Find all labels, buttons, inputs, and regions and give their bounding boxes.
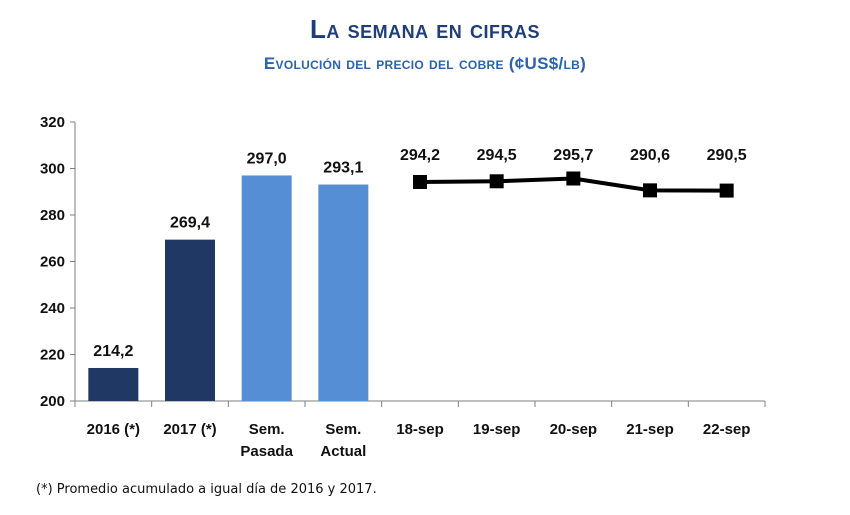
y-tick-label: 260	[40, 254, 65, 271]
line-point-marker	[643, 183, 657, 198]
x-category-label: Sem. Actual	[320, 421, 366, 460]
x-category-label: 22-sep	[703, 421, 751, 438]
bar	[165, 239, 215, 401]
y-tick-label: 300	[40, 161, 65, 178]
y-tick-label: 320	[40, 114, 65, 131]
copper-price-chart: 200 220 240 260 280 300 320 2016 (*) 2017 (*) Sem…	[40, 114, 766, 460]
bar-data-label: 297,0	[247, 150, 287, 167]
x-category-label: 21-sep	[626, 421, 674, 438]
line-data-label: 295,7	[553, 147, 593, 164]
line-point-marker	[413, 174, 427, 189]
y-tick-label: 280	[40, 207, 65, 224]
bar-data-label: 269,4	[170, 215, 210, 232]
x-category-label: 2017 (*)	[163, 421, 216, 438]
chart-subtitle: Evolución del precio del cobre (¢US$/lb)	[263, 54, 587, 73]
bar	[241, 175, 292, 401]
y-tick-label: 220	[40, 347, 65, 364]
chart-title: La semana en cifras	[309, 14, 541, 44]
y-tick-label: 240	[40, 300, 65, 317]
bar-data-label: 214,2	[93, 343, 133, 360]
footnote: (*) Promedio acumulado a igual día de 20…	[36, 482, 377, 497]
x-category-label: 19-sep	[473, 421, 521, 438]
x-category-label: 20-sep	[550, 421, 598, 438]
line-point-marker	[566, 171, 581, 186]
line-point-marker	[489, 174, 504, 189]
x-category-label: 2016 (*)	[87, 421, 140, 438]
line-data-label: 294,5	[477, 147, 517, 164]
line-data-label: 294,2	[400, 147, 440, 164]
bar	[88, 367, 139, 401]
line-point-marker	[719, 183, 734, 198]
bar	[318, 184, 369, 401]
bar-data-label: 293,1	[323, 160, 363, 177]
line-data-label: 290,6	[630, 147, 670, 164]
x-category-label: Sem. Pasada	[240, 421, 293, 460]
line-data-label: 290,5	[707, 147, 747, 164]
x-category-label: 18-sep	[396, 421, 444, 438]
y-tick-label: 200	[40, 393, 65, 410]
